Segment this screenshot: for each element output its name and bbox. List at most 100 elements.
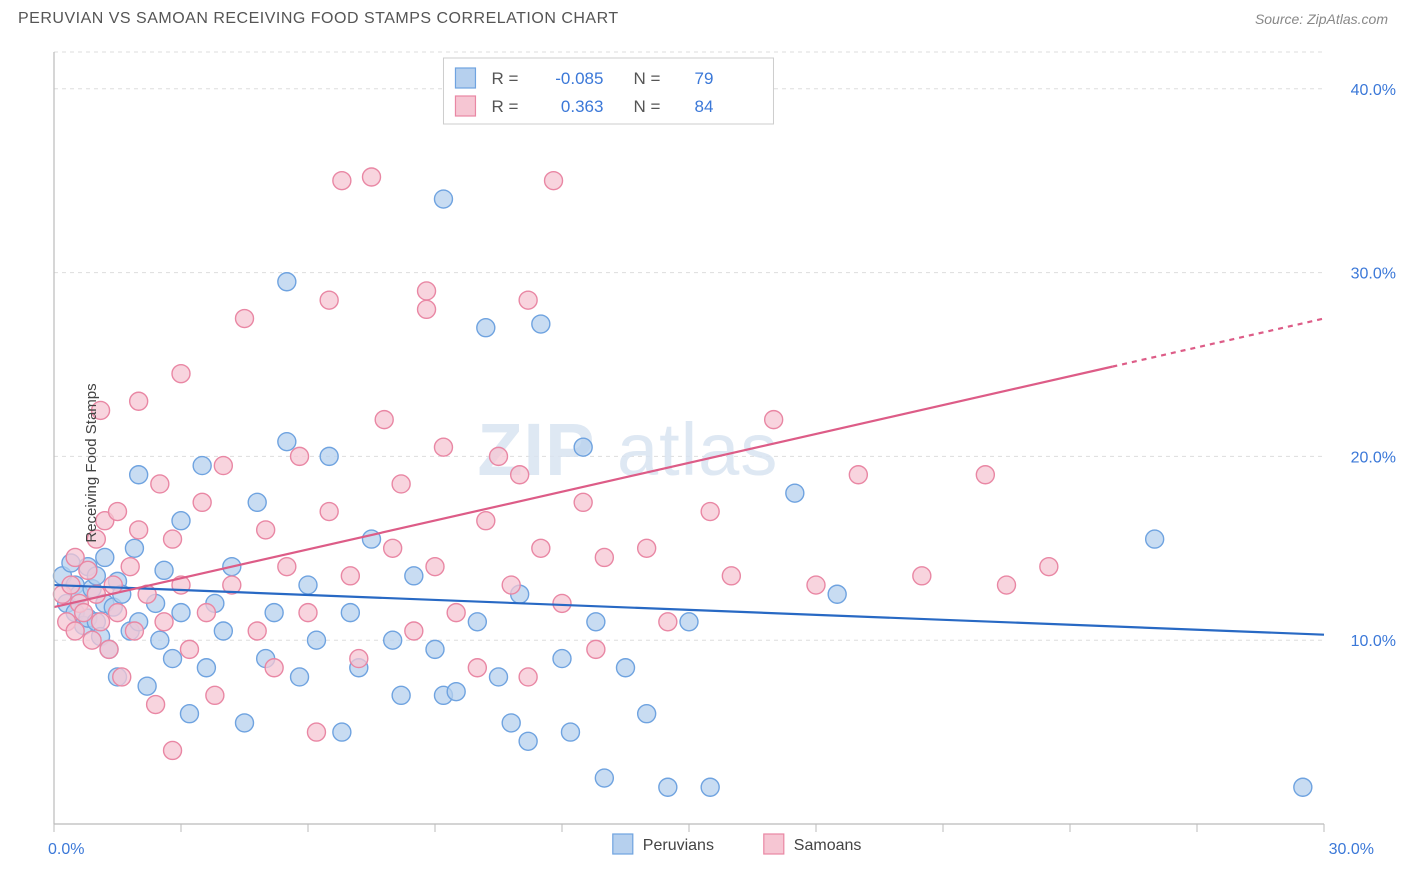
data-point (418, 282, 436, 300)
data-point (193, 457, 211, 475)
data-point (976, 466, 994, 484)
data-point (320, 503, 338, 521)
data-point (392, 475, 410, 493)
data-point (617, 659, 635, 677)
chart-header: PERUVIAN VS SAMOAN RECEIVING FOOD STAMPS… (0, 0, 1406, 34)
data-point (278, 433, 296, 451)
data-point (545, 172, 563, 190)
legend-swatch (764, 834, 784, 854)
data-point (350, 650, 368, 668)
data-point (426, 558, 444, 576)
data-point (532, 539, 550, 557)
legend-series-label: Samoans (794, 837, 862, 854)
y-tick-label: 40.0% (1351, 82, 1396, 99)
data-point (291, 447, 309, 465)
data-point (574, 493, 592, 511)
legend-r-label: R = (491, 69, 518, 88)
data-point (333, 172, 351, 190)
data-point (130, 392, 148, 410)
source-link[interactable]: ZipAtlas.com (1307, 11, 1388, 27)
data-point (807, 576, 825, 594)
series-peruvians (53, 190, 1311, 796)
source-attribution: Source: ZipAtlas.com (1255, 11, 1388, 27)
data-point (595, 548, 613, 566)
x-tick-label: 30.0% (1329, 841, 1374, 858)
data-point (786, 484, 804, 502)
legend-swatch (455, 96, 475, 116)
data-point (477, 512, 495, 530)
data-point (164, 530, 182, 548)
data-point (553, 594, 571, 612)
data-point (659, 613, 677, 631)
data-point (434, 438, 452, 456)
data-point (206, 686, 224, 704)
data-point (193, 493, 211, 511)
data-point (680, 613, 698, 631)
data-point (307, 631, 325, 649)
chart-container: Receiving Food Stamps ZIPatlas0.0%30.0%1… (18, 44, 1404, 882)
data-point (278, 558, 296, 576)
data-point (75, 604, 93, 622)
data-point (574, 438, 592, 456)
x-tick-label: 0.0% (48, 841, 84, 858)
data-point (701, 503, 719, 521)
data-point (130, 466, 148, 484)
y-tick-label: 30.0% (1351, 266, 1396, 283)
data-point (320, 291, 338, 309)
data-point (138, 677, 156, 695)
data-point (180, 640, 198, 658)
data-point (447, 604, 465, 622)
legend-r-value: 0.363 (561, 97, 604, 116)
data-point (180, 705, 198, 723)
trend-line (54, 367, 1112, 607)
legend-r-value: -0.085 (555, 69, 603, 88)
data-point (92, 613, 110, 631)
data-point (638, 539, 656, 557)
data-point (299, 604, 317, 622)
data-point (109, 604, 127, 622)
data-point (426, 640, 444, 658)
data-point (236, 714, 254, 732)
svg-text:atlas: atlas (617, 408, 778, 491)
data-point (913, 567, 931, 585)
data-point (468, 659, 486, 677)
data-point (96, 548, 114, 566)
data-point (765, 411, 783, 429)
data-point (66, 622, 84, 640)
data-point (125, 539, 143, 557)
trend-line-extrapolated (1112, 319, 1324, 367)
y-axis-label: Receiving Food Stamps (83, 383, 100, 542)
data-point (363, 168, 381, 186)
data-point (502, 714, 520, 732)
data-point (125, 622, 143, 640)
legend-n-value: 79 (695, 69, 714, 88)
data-point (998, 576, 1016, 594)
data-point (532, 315, 550, 333)
data-point (659, 778, 677, 796)
data-point (113, 668, 131, 686)
data-point (519, 291, 537, 309)
data-point (130, 521, 148, 539)
data-point (477, 319, 495, 337)
data-point (1040, 558, 1058, 576)
chart-title: PERUVIAN VS SAMOAN RECEIVING FOOD STAMPS… (18, 10, 619, 28)
data-point (172, 365, 190, 383)
data-point (155, 613, 173, 631)
source-prefix: Source: (1255, 11, 1307, 27)
data-point (1146, 530, 1164, 548)
data-point (384, 539, 402, 557)
data-point (587, 613, 605, 631)
data-point (638, 705, 656, 723)
data-point (405, 567, 423, 585)
data-point (214, 622, 232, 640)
data-point (291, 668, 309, 686)
legend-n-value: 84 (695, 97, 714, 116)
data-point (172, 604, 190, 622)
data-point (519, 668, 537, 686)
data-point (519, 732, 537, 750)
data-point (164, 741, 182, 759)
legend-series-label: Peruvians (643, 837, 714, 854)
data-point (553, 650, 571, 668)
data-point (447, 683, 465, 701)
data-point (320, 447, 338, 465)
